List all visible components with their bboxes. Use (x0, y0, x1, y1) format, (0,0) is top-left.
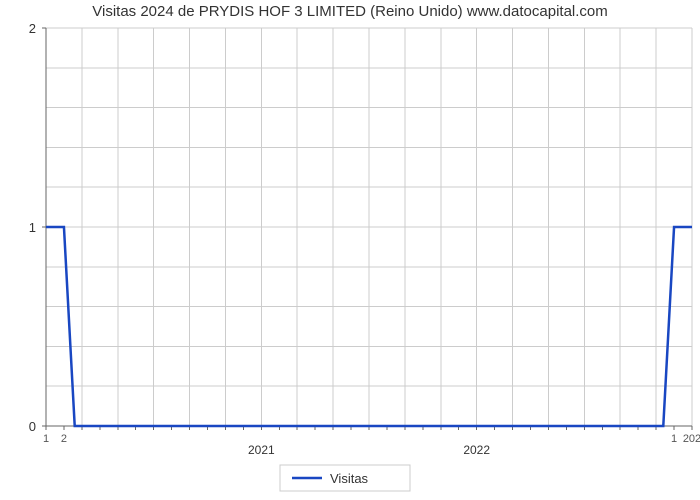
y-axis-ticks: 0 1 2 (29, 21, 36, 434)
x-tick-label: 202 (683, 433, 700, 445)
x-tick-label: 1 (671, 433, 677, 445)
grid (46, 28, 692, 426)
y-tick-label: 0 (29, 419, 36, 434)
x-tick-label: 2 (61, 433, 67, 445)
x-tick-label: 1 (43, 433, 49, 445)
visits-chart: Visitas 2024 de PRYDIS HOF 3 LIMITED (Re… (0, 0, 700, 500)
x-year-label: 2022 (463, 443, 490, 457)
axes (42, 28, 692, 430)
y-tick-label: 1 (29, 220, 36, 235)
x-year-label: 2021 (248, 443, 275, 457)
chart-title: Visitas 2024 de PRYDIS HOF 3 LIMITED (Re… (92, 3, 608, 20)
x-axis-ticks: 12120220212022 (43, 433, 700, 457)
legend-label: Visitas (330, 471, 369, 486)
y-tick-label: 2 (29, 21, 36, 36)
legend: Visitas (280, 465, 410, 491)
